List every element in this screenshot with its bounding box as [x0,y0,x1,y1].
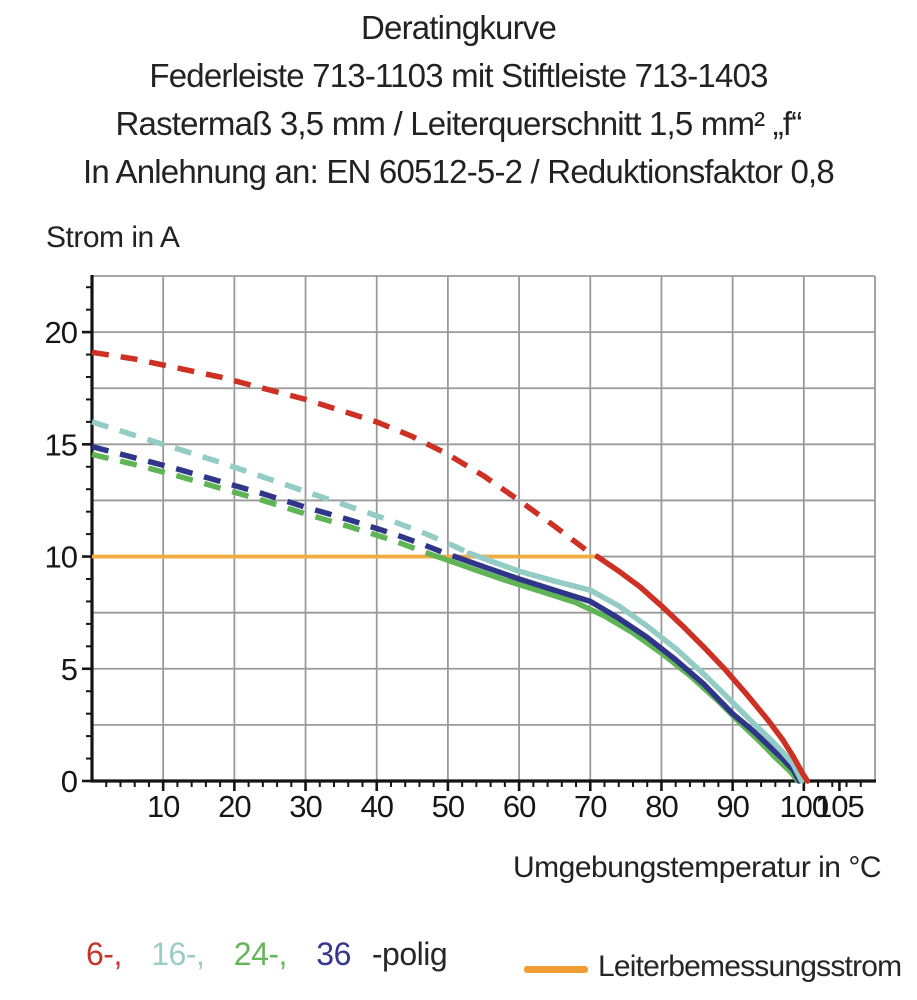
y-axis-title: Strom in A [46,221,180,254]
curve-dashed-36-polig [91,443,456,560]
x-tick-label: 10 [147,789,180,824]
legend-item-36-polig: 36 [316,936,351,972]
y-tick-label: 0 [61,764,78,799]
legend-item-24-polig: 24-, [233,936,288,972]
legend-pole-suffix: -polig [371,936,448,972]
x-tick-label: 50 [432,789,465,824]
chart-title-block: Deratingkurve Federleiste 713-1103 mit S… [0,4,917,196]
chart-subtitle-specs: Rastermaß 3,5 mm / Leiterquerschnitt 1,5… [115,105,803,142]
rated-current-legend: Leiterbemessungsstrom [524,936,902,984]
pole-count-legend: 6-, 16-, 24-, 36 -polig [86,936,448,973]
x-tick-label: 105 [815,789,864,824]
curve-dashed-6-polig [91,349,599,560]
curve-dashed-16-polig [91,419,471,556]
chart-subtitle-products: Federleiste 713-1103 mit Stiftleiste 713… [149,57,768,94]
legend-item-6-polig: 6-, [86,936,122,972]
x-tick-label: 20 [218,789,251,824]
x-tick-label: 30 [289,789,322,824]
curve-solid-24-polig [438,554,801,784]
x-tick-label: 40 [360,789,393,824]
chart-title: Deratingkurve [360,9,557,46]
legend-item-16-polig: 16-, [151,936,205,972]
x-tick-label: 60 [503,789,536,824]
y-tick-label: 10 [45,540,78,575]
y-tick-label: 20 [45,315,78,350]
y-tick-label: 5 [61,652,77,687]
x-axis-title: Umgebungstemperatur in °C [512,851,882,884]
x-tick-label: 70 [574,789,607,824]
curve-solid-16-polig [466,550,805,784]
x-tick-label: 80 [645,789,678,824]
curve-solid-6-polig [594,553,811,784]
rated-current-line-swatch [524,965,588,973]
y-tick-label: 15 [45,427,77,462]
chart-subtitle-standard: In Anlehnung an: EN 60512-5-2 / Reduktio… [83,153,835,190]
curve-dashed-24-polig [91,451,442,561]
curve-solid-36-polig [452,553,803,784]
rated-current-label: Leiterbemessungsstrom [598,950,902,983]
x-tick-label: 100 [779,789,828,824]
x-tick-label: 90 [716,789,749,824]
